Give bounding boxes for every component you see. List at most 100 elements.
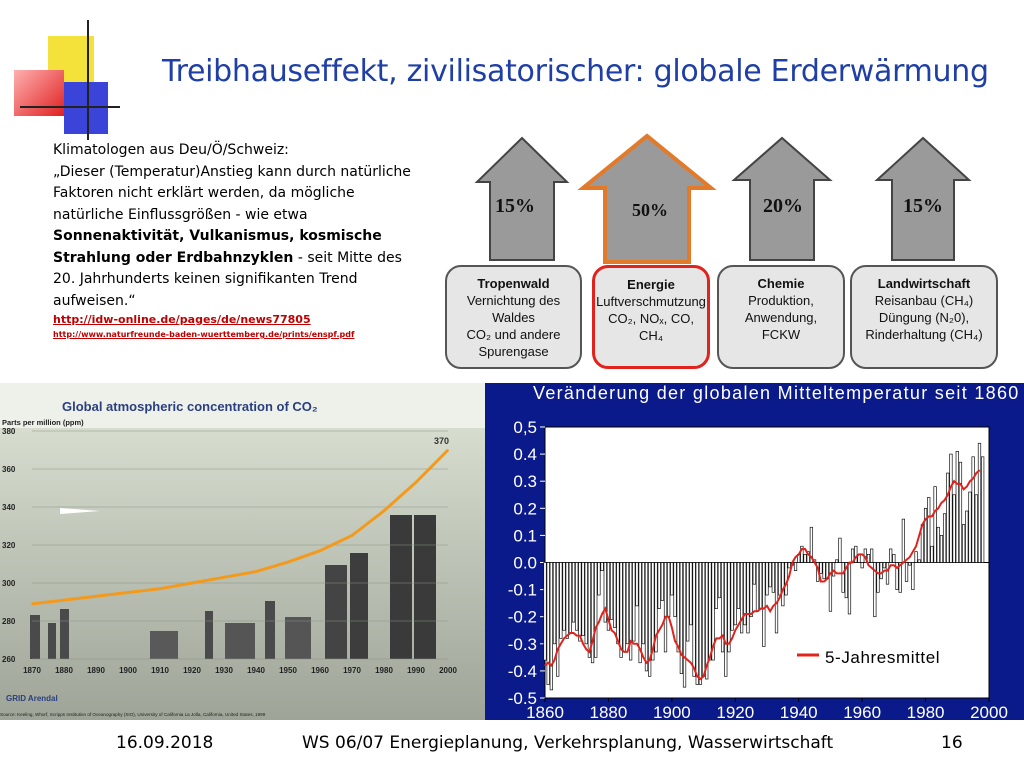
arrow-tropenwald: 15%: [474, 136, 570, 261]
temp-smoothed-point: [661, 624, 663, 626]
temp-anomaly-bar: [743, 562, 747, 626]
temp-smoothed-point: [880, 572, 882, 574]
source-heading: Landwirtschaft: [877, 276, 971, 291]
temp-anomaly-bar: [584, 562, 588, 645]
co2-x-tick-label: 1930: [215, 666, 233, 675]
temp-x-tick-label: 1860: [526, 703, 564, 720]
temp-anomaly-bar: [568, 562, 572, 634]
co2-x-tick-label: 1990: [407, 666, 425, 675]
temp-anomaly-bar: [546, 562, 550, 685]
co2-point: [351, 534, 353, 537]
temp-anomaly-bar: [784, 562, 788, 596]
temp-smoothed-point: [918, 534, 920, 536]
temp-y-tick-label: -0.3: [508, 635, 537, 654]
temp-smoothed-point: [658, 629, 660, 631]
temp-smoothed-point: [687, 659, 689, 661]
temp-anomaly-bar: [939, 535, 944, 563]
temp-y-tick-label: 0.4: [513, 445, 537, 464]
temp-anomaly-bar: [885, 562, 890, 585]
temp-anomaly-bar: [755, 562, 760, 612]
temp-anomaly-bar: [838, 537, 842, 563]
temp-anomaly-bar: [892, 554, 896, 563]
temp-anomaly-bar: [727, 562, 731, 653]
co2-point: [191, 582, 193, 584]
temp-smoothed-point: [722, 635, 724, 637]
temp-smoothed-point: [785, 583, 787, 585]
temp-anomaly-bar: [695, 562, 699, 685]
temp-anomaly-bar: [778, 562, 782, 596]
temp-smoothed-point: [864, 556, 866, 558]
temp-anomaly-bar: [930, 545, 934, 563]
temp-smoothed-point: [699, 678, 701, 680]
temp-anomaly-bar: [955, 451, 959, 563]
temp-anomaly-bar: [942, 513, 947, 563]
temp-smoothed-point: [588, 651, 590, 653]
temp-anomaly-bar: [692, 562, 696, 677]
temp-smoothed-point: [664, 616, 667, 618]
temp-anomaly-bar: [717, 562, 722, 599]
co2-point: [415, 481, 417, 484]
temp-smoothed-point: [696, 675, 698, 677]
temp-smoothed-point: [975, 472, 977, 474]
temp-smoothed-point: [855, 556, 857, 558]
temp-smoothed-point: [566, 635, 568, 637]
co2-series: 370: [31, 436, 450, 606]
temp-smoothed-point: [836, 572, 838, 574]
source-link-idw[interactable]: http://idw-online.de/pages/de/news77805: [53, 313, 311, 326]
temp-smoothed-point: [649, 659, 651, 661]
arrow-label-chemie: 20%: [763, 195, 803, 217]
temp-anomaly-bar: [730, 562, 734, 631]
temp-anomaly-bar: [635, 562, 639, 607]
temp-anomaly-bar: [609, 562, 614, 620]
temp-anomaly-bar: [600, 562, 604, 571]
co2-chart-svg: 260 280 300 320 340 360 380 1870 1880 1890 1900 191…: [0, 383, 485, 720]
temp-anomaly-bar: [597, 562, 601, 596]
co2-x-tick-label: 1960: [311, 666, 329, 675]
temp-smoothed-point: [712, 645, 714, 648]
quote-line: natürliche Einflussgrößen - wie etwa: [53, 206, 308, 223]
temp-smoothed-point: [734, 629, 736, 631]
temp-anomaly-bar: [670, 562, 674, 596]
co2-chart: 260 280 300 320 340 360 380 1870 1880 1890 1900 191…: [0, 383, 485, 720]
temp-anomaly-bar: [977, 442, 982, 563]
quote-bold-phrase: Strahlung oder Erdbahnzyklen: [53, 249, 294, 266]
temp-anomaly-bar: [663, 562, 668, 653]
temp-smoothed-point: [934, 510, 936, 512]
source-line: Rinderhaltung (CH₄): [865, 327, 983, 342]
co2-x-tick-label: 1950: [279, 666, 297, 675]
temp-smoothed-point: [804, 548, 806, 550]
temp-anomaly-bar: [831, 562, 836, 577]
footer-date: 16.09.2018: [116, 733, 214, 753]
grid-arendal-logo: GRID Arendal: [6, 694, 58, 703]
temp-smoothed-point: [595, 626, 597, 629]
temp-anomaly-bar: [882, 562, 886, 569]
temp-anomaly-bar: [749, 562, 753, 618]
temp-smoothed-point: [972, 477, 974, 480]
temp-smoothed-point: [750, 613, 752, 615]
temp-smoothed-point: [756, 610, 759, 612]
source-box-chemie: Chemie Produktion, Anwendung, FCKW: [717, 265, 845, 369]
slide-title: Treibhauseffekt, zivilisatorischer: glob…: [162, 54, 989, 89]
co2-annotation: 370: [434, 436, 449, 446]
temp-anomaly-bar: [701, 562, 706, 677]
temp-anomaly-bar: [638, 562, 642, 664]
co2-point: [223, 576, 225, 579]
temp-smoothed-point: [883, 570, 885, 572]
temp-x-tick-label: 1960: [843, 703, 881, 720]
temp-anomaly-bar: [641, 562, 645, 645]
temp-x-tick-label: 1980: [907, 703, 945, 720]
temp-anomaly-bar: [740, 562, 744, 634]
temp-smoothed-point: [671, 626, 673, 629]
source-link-naturfreunde[interactable]: http://www.naturfreunde-baden-wuerttembe…: [53, 330, 355, 339]
temp-smoothed-point: [940, 502, 943, 504]
quote-line: 20. Jahrhunderts keinen signifikanten Tr…: [53, 271, 358, 287]
temp-anomaly-bar: [644, 562, 649, 672]
temp-smoothed-point: [572, 632, 575, 634]
temp-smoothed-point: [794, 556, 797, 558]
temp-smoothed-point: [683, 656, 686, 658]
temp-anomaly-bar: [847, 562, 852, 615]
temp-smoothed-point: [617, 640, 619, 642]
co2-axes: 260 280 300 320 340 360 380 1870 1880 1890 1900 191…: [2, 427, 457, 675]
co2-y-tick-label: 260: [2, 655, 16, 664]
co2-point: [63, 599, 65, 601]
